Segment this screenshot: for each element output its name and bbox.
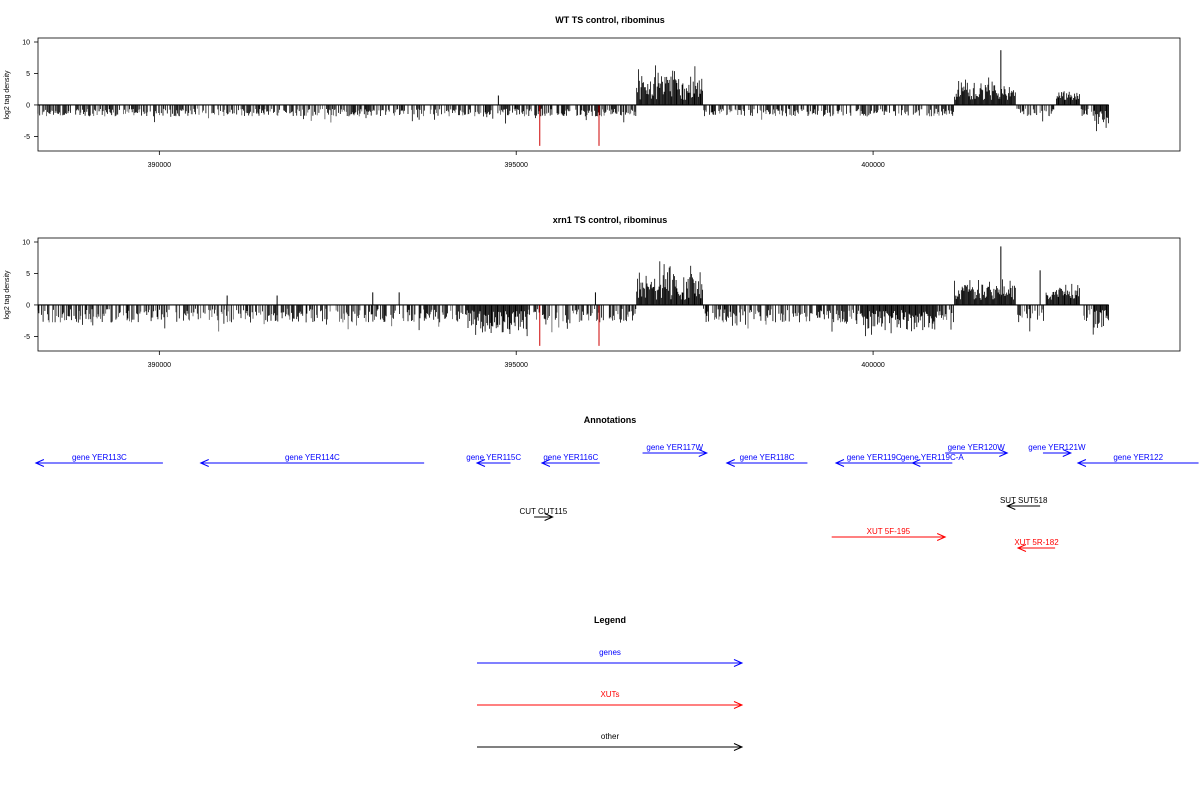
annotation-feature: gene YER122 (1076, 453, 1199, 467)
feature-label: gene YER113C (72, 453, 127, 462)
annotation-feature: gene YER119C-A (901, 453, 965, 467)
annotations-title: Annotations (584, 415, 637, 425)
feature-label: gene YER119C-A (901, 453, 965, 462)
feature-label: gene YER114C (285, 453, 340, 462)
x-axis: 390000 395000 400000 (148, 151, 885, 169)
annotation-feature: gene YER120W (945, 443, 1009, 457)
feature-label: gene YER118C (740, 453, 795, 462)
feature-label: XUT 5F-195 (867, 527, 911, 536)
arrow-head (475, 459, 486, 467)
arrow-head (999, 449, 1009, 457)
y-tick-label: 5 (26, 71, 30, 78)
legend-label: genes (599, 648, 621, 657)
arrow-head (698, 449, 709, 457)
arrow-head (911, 459, 921, 467)
y-tick-label: 0 (26, 102, 30, 109)
annotation-feature: gene YER113C (34, 453, 163, 467)
feature-label: gene YER120W (948, 443, 1006, 452)
x-tick-label: 400000 (861, 162, 884, 169)
legend-entry: XUTs (477, 690, 744, 709)
arrow-head (1006, 502, 1016, 510)
annotation-feature: gene YER115C (466, 453, 521, 467)
feature-label: gene YER119C (847, 453, 902, 462)
x-tick-label: 390000 (148, 162, 171, 169)
track-title: xrn1 TS control, ribominus (553, 215, 668, 225)
highlight-bars (539, 104, 600, 146)
plot-frame (37, 237, 1181, 352)
density-bars (37, 50, 1109, 132)
annotation-feature: gene YER116C (540, 453, 600, 467)
track-title: WT TS control, ribominus (555, 15, 665, 25)
y-tick-label: -5 (24, 134, 30, 141)
x-tick-label: 390000 (148, 362, 171, 369)
x-axis: 390000 395000 400000 (148, 351, 885, 369)
arrow-head (733, 743, 744, 751)
legend-entry: genes (477, 648, 744, 667)
feature-label: gene YER122 (1113, 453, 1163, 462)
arrow-head (199, 459, 209, 467)
annotation-feature: gene YER117W (642, 443, 709, 457)
x-tick-label: 400000 (861, 362, 884, 369)
annotations-panel: Annotations gene YER113C gene YER114C gene… (34, 415, 1199, 552)
x-tick-label: 395000 (505, 162, 528, 169)
y-tick-label: 0 (26, 302, 30, 309)
arrow-head (733, 701, 744, 709)
y-axis-label: log2 tag density (4, 270, 11, 320)
feature-label: gene YER121W (1028, 443, 1086, 452)
feature-label: CUT CUT115 (519, 507, 567, 516)
arrow-head (544, 513, 554, 521)
legend-entry: other (477, 732, 744, 751)
annotation-feature: SUT SUT518 (1000, 496, 1048, 510)
xrn1-density-track: xrn1 TS control, ribominus -5 0 5 10 390000… (4, 215, 1181, 369)
y-tick-label: 5 (26, 271, 30, 278)
y-axis-label: log2 tag density (4, 70, 11, 120)
feature-label: SUT SUT518 (1000, 496, 1048, 505)
legend-panel: Legend genes XUTs other (477, 615, 744, 751)
annotation-feature: gene YER121W (1028, 443, 1086, 457)
feature-label: gene YER116C (543, 453, 598, 462)
feature-label: gene YER115C (466, 453, 521, 462)
arrow-head (725, 459, 735, 467)
annotation-feature: gene YER119C (834, 453, 913, 467)
density-bars (37, 246, 1109, 337)
annotation-feature: XUT 5F-195 (831, 527, 947, 541)
highlight-bars (539, 304, 600, 346)
arrow-head (936, 533, 947, 541)
arrow-head (733, 659, 744, 667)
annotation-feature: gene YER118C (725, 453, 808, 467)
y-tick-label: 10 (22, 240, 30, 247)
legend-title: Legend (594, 615, 626, 625)
arrow-head (34, 459, 45, 467)
legend-entries: genes XUTs other (477, 648, 744, 751)
annotation-feature: XUT 5R-182 (1014, 538, 1059, 552)
arrow-head (1062, 449, 1073, 457)
arrow-head (540, 459, 551, 467)
y-axis: -5 0 5 10 (22, 240, 38, 341)
y-axis: -5 0 5 10 (22, 40, 38, 141)
y-tick-label: -5 (24, 334, 30, 341)
legend-label: XUTs (600, 690, 619, 699)
feature-label: gene YER117W (646, 443, 703, 452)
plot-frame (37, 37, 1181, 152)
legend-label: other (601, 732, 620, 741)
y-tick-label: 10 (22, 40, 30, 47)
annotation-features: gene YER113C gene YER114C gene YER115C gene… (34, 443, 1199, 552)
feature-label: XUT 5R-182 (1014, 538, 1059, 547)
arrow-head (834, 459, 845, 467)
annotation-feature: gene YER114C (199, 453, 425, 467)
x-tick-label: 395000 (505, 362, 528, 369)
arrow-head (1076, 459, 1087, 467)
annotation-feature: CUT CUT115 (519, 507, 568, 521)
arrow-head (1016, 544, 1027, 552)
